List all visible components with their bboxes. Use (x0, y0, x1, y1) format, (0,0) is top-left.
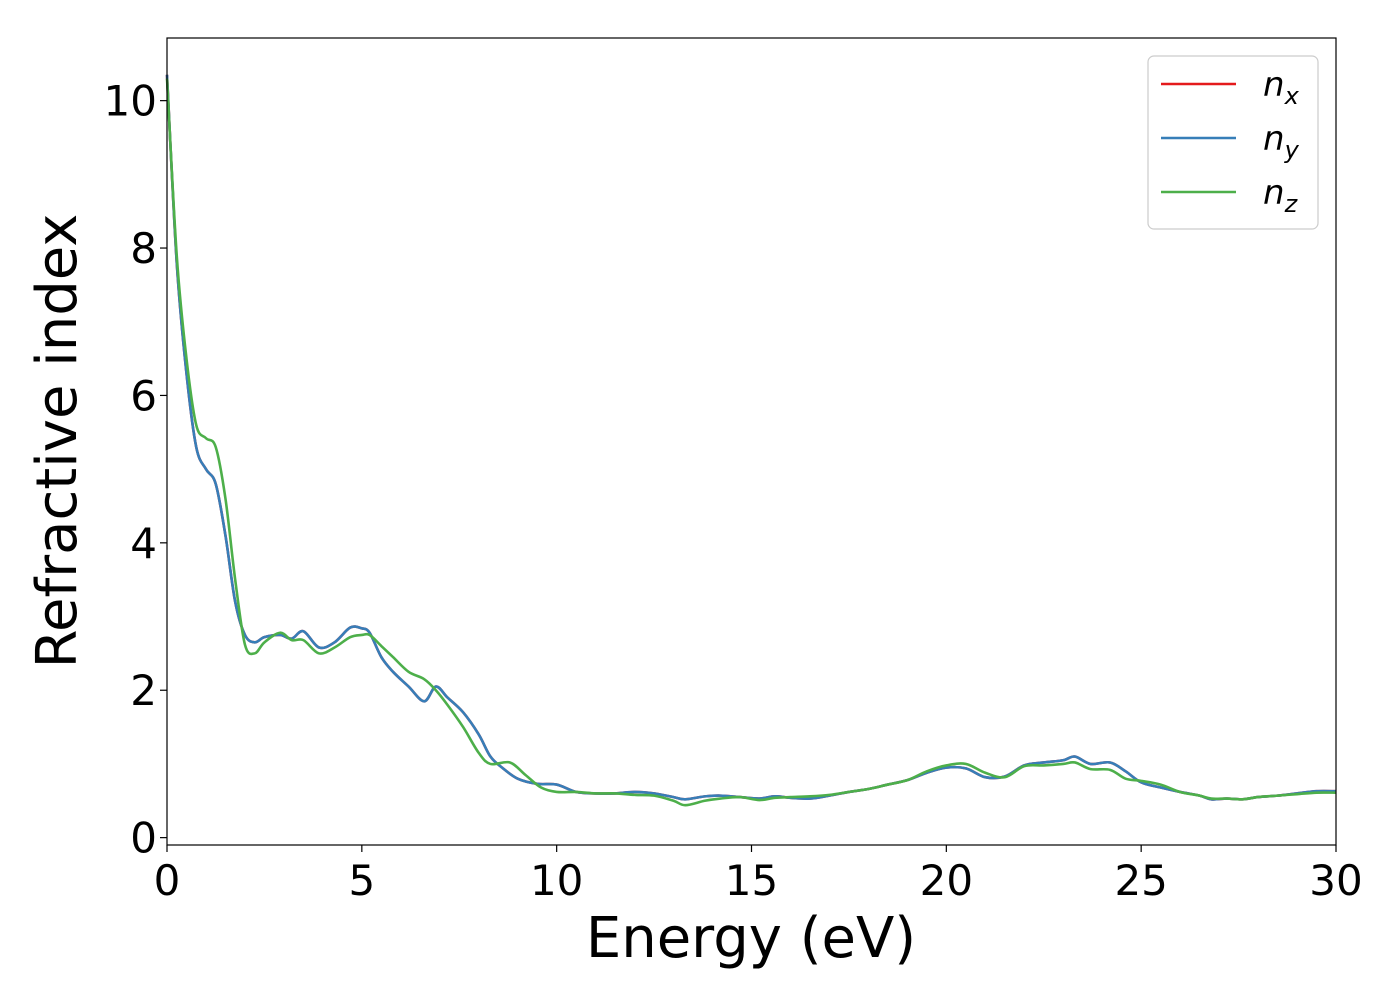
y-tick-label: 2 (130, 666, 157, 715)
y-tick-label: 6 (130, 371, 157, 420)
x-tick-label: 5 (348, 856, 375, 905)
series-line-nz (165, 78, 1337, 807)
x-axis-label: Energy (eV) (586, 906, 916, 971)
x-tick-label: 30 (1309, 856, 1362, 905)
legend-entry-ny: ny (1263, 119, 1300, 164)
y-tick-label: 10 (104, 77, 157, 126)
legend-entry-nz: nz (1263, 173, 1299, 218)
y-tick-label: 0 (130, 814, 157, 863)
y-tick-label: 4 (130, 519, 157, 568)
x-tick-label: 10 (530, 856, 583, 905)
y-axis-ticks: 0 2 4 6 8 10 (104, 77, 167, 863)
y-axis-label: Refractive index (25, 214, 90, 669)
x-tick-label: 20 (920, 856, 973, 905)
x-tick-label: 25 (1114, 856, 1167, 905)
series-lines (165, 74, 1337, 807)
legend: nx ny nz (1147, 55, 1319, 230)
x-tick-label: 0 (154, 856, 181, 905)
y-tick-label: 8 (130, 224, 157, 273)
legend-entry-nx: nx (1263, 65, 1300, 110)
x-axis-ticks: 0 5 10 15 20 25 30 (154, 845, 1363, 905)
x-tick-label: 15 (725, 856, 778, 905)
legend-box (1147, 55, 1319, 230)
